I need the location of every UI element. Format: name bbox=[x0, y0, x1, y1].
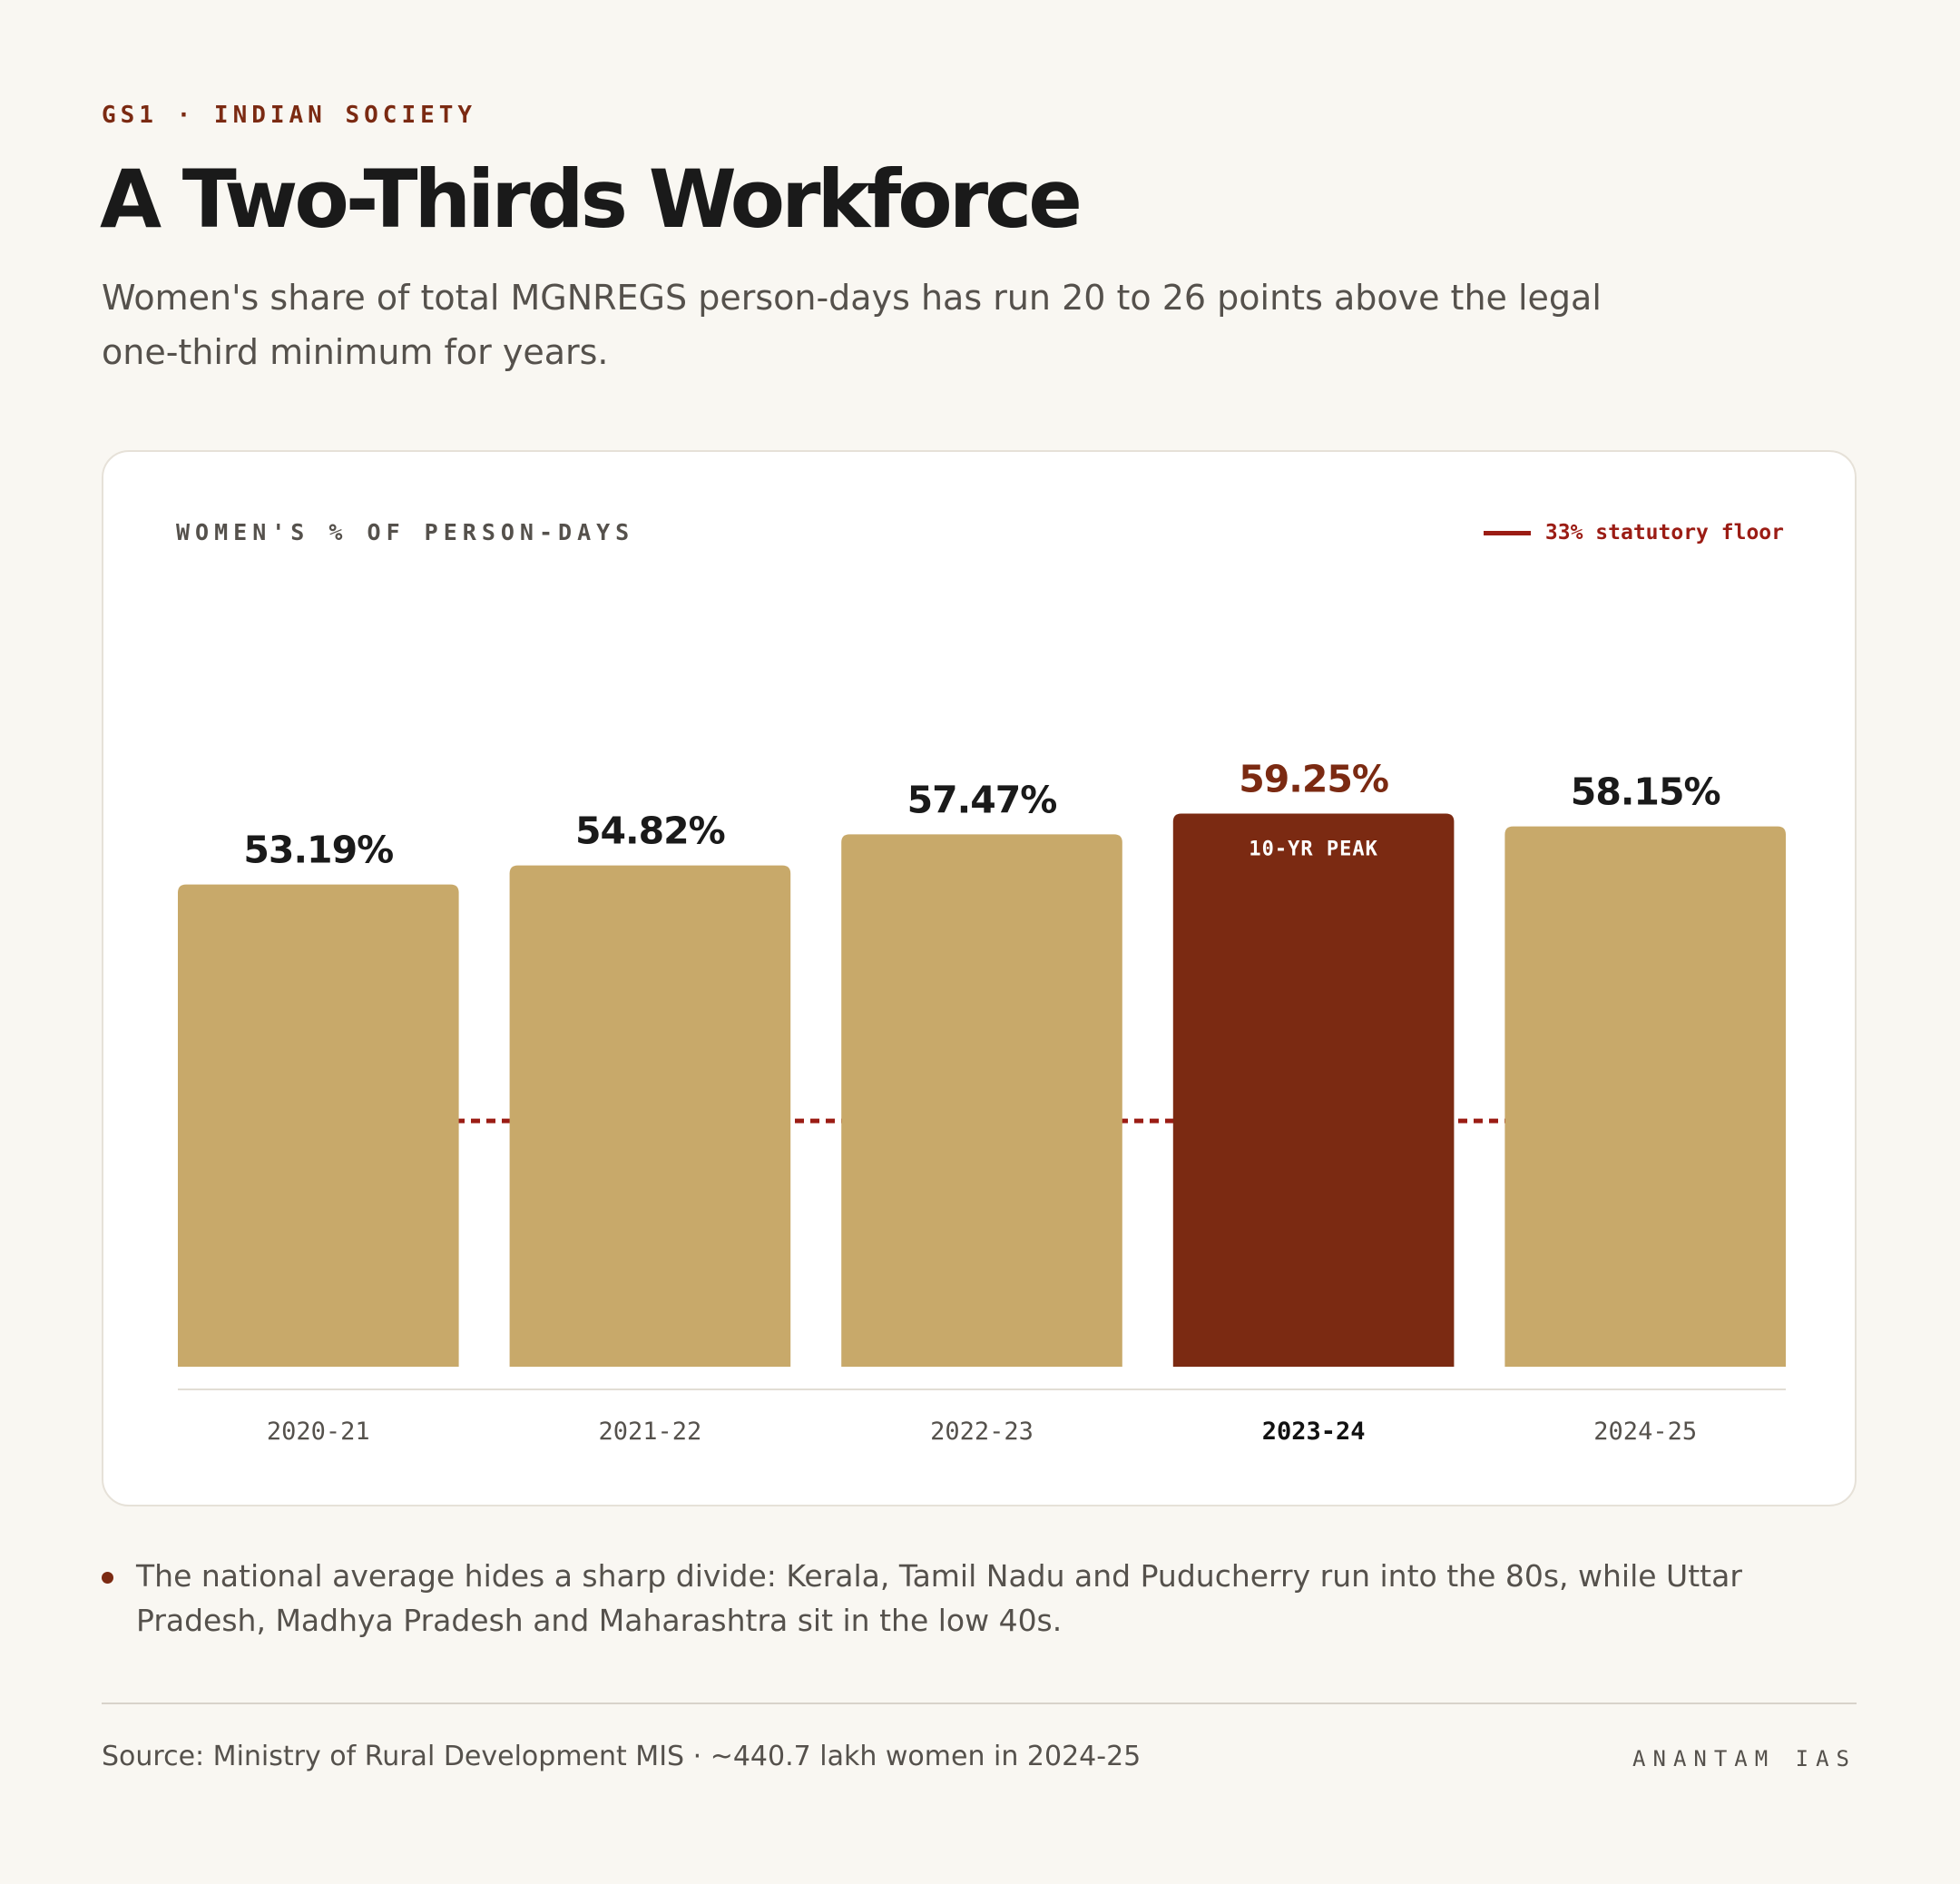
bar-chart: 53.19% 2020-21 54.82% 2021-22 57.47% 2022-23 5… bbox=[178, 757, 1786, 1446]
legend-label: 33% statutory floor bbox=[1544, 521, 1784, 545]
bar-2021-22 bbox=[509, 865, 791, 1367]
chart-card: 53.19% 2020-21 54.82% 2021-22 57.47% 2022-23 5… bbox=[102, 450, 1857, 1506]
value-label: 57.47% bbox=[907, 778, 1057, 821]
x-tick-label: 2020-21 bbox=[267, 1418, 370, 1446]
chart-title: WOMEN'S % OF PERSON-DAYS bbox=[176, 519, 635, 545]
source-text: Source: Ministry of Rural Development MI… bbox=[102, 1741, 1142, 1772]
bullet-dot-icon bbox=[102, 1572, 113, 1584]
brand-logo-text: ANANTAM IAS bbox=[1632, 1746, 1857, 1771]
note: The national average hides a sharp divid… bbox=[102, 1554, 1871, 1643]
value-label: 58.15% bbox=[1571, 770, 1720, 814]
note-text: The national average hides a sharp divid… bbox=[136, 1558, 1742, 1638]
page-title: A Two-Thirds Workforce bbox=[100, 152, 1083, 246]
footer-divider bbox=[102, 1702, 1857, 1704]
bar-2022-23 bbox=[841, 834, 1122, 1367]
x-tick-label: 2022-23 bbox=[930, 1418, 1034, 1446]
value-label: 59.25% bbox=[1239, 757, 1388, 800]
subtitle: Women's share of total MGNREGS person-da… bbox=[102, 278, 1602, 372]
bar-2024-25 bbox=[1504, 826, 1786, 1367]
value-label: 54.82% bbox=[575, 810, 725, 853]
bar-2020-21 bbox=[178, 884, 459, 1367]
bar-2023-24 bbox=[1172, 813, 1455, 1367]
x-tick-label: 2021-22 bbox=[599, 1418, 702, 1446]
peak-annotation: 10-YR PEAK bbox=[1249, 838, 1377, 860]
legend-line-swatch bbox=[1483, 530, 1531, 535]
value-label: 53.19% bbox=[243, 829, 393, 872]
x-tick-label: 2024-25 bbox=[1593, 1418, 1697, 1446]
x-tick-label: 2023-24 bbox=[1262, 1418, 1366, 1446]
kicker: GS1 · INDIAN SOCIETY bbox=[102, 102, 477, 129]
chart-legend: 33% statutory floor bbox=[1483, 521, 1784, 545]
